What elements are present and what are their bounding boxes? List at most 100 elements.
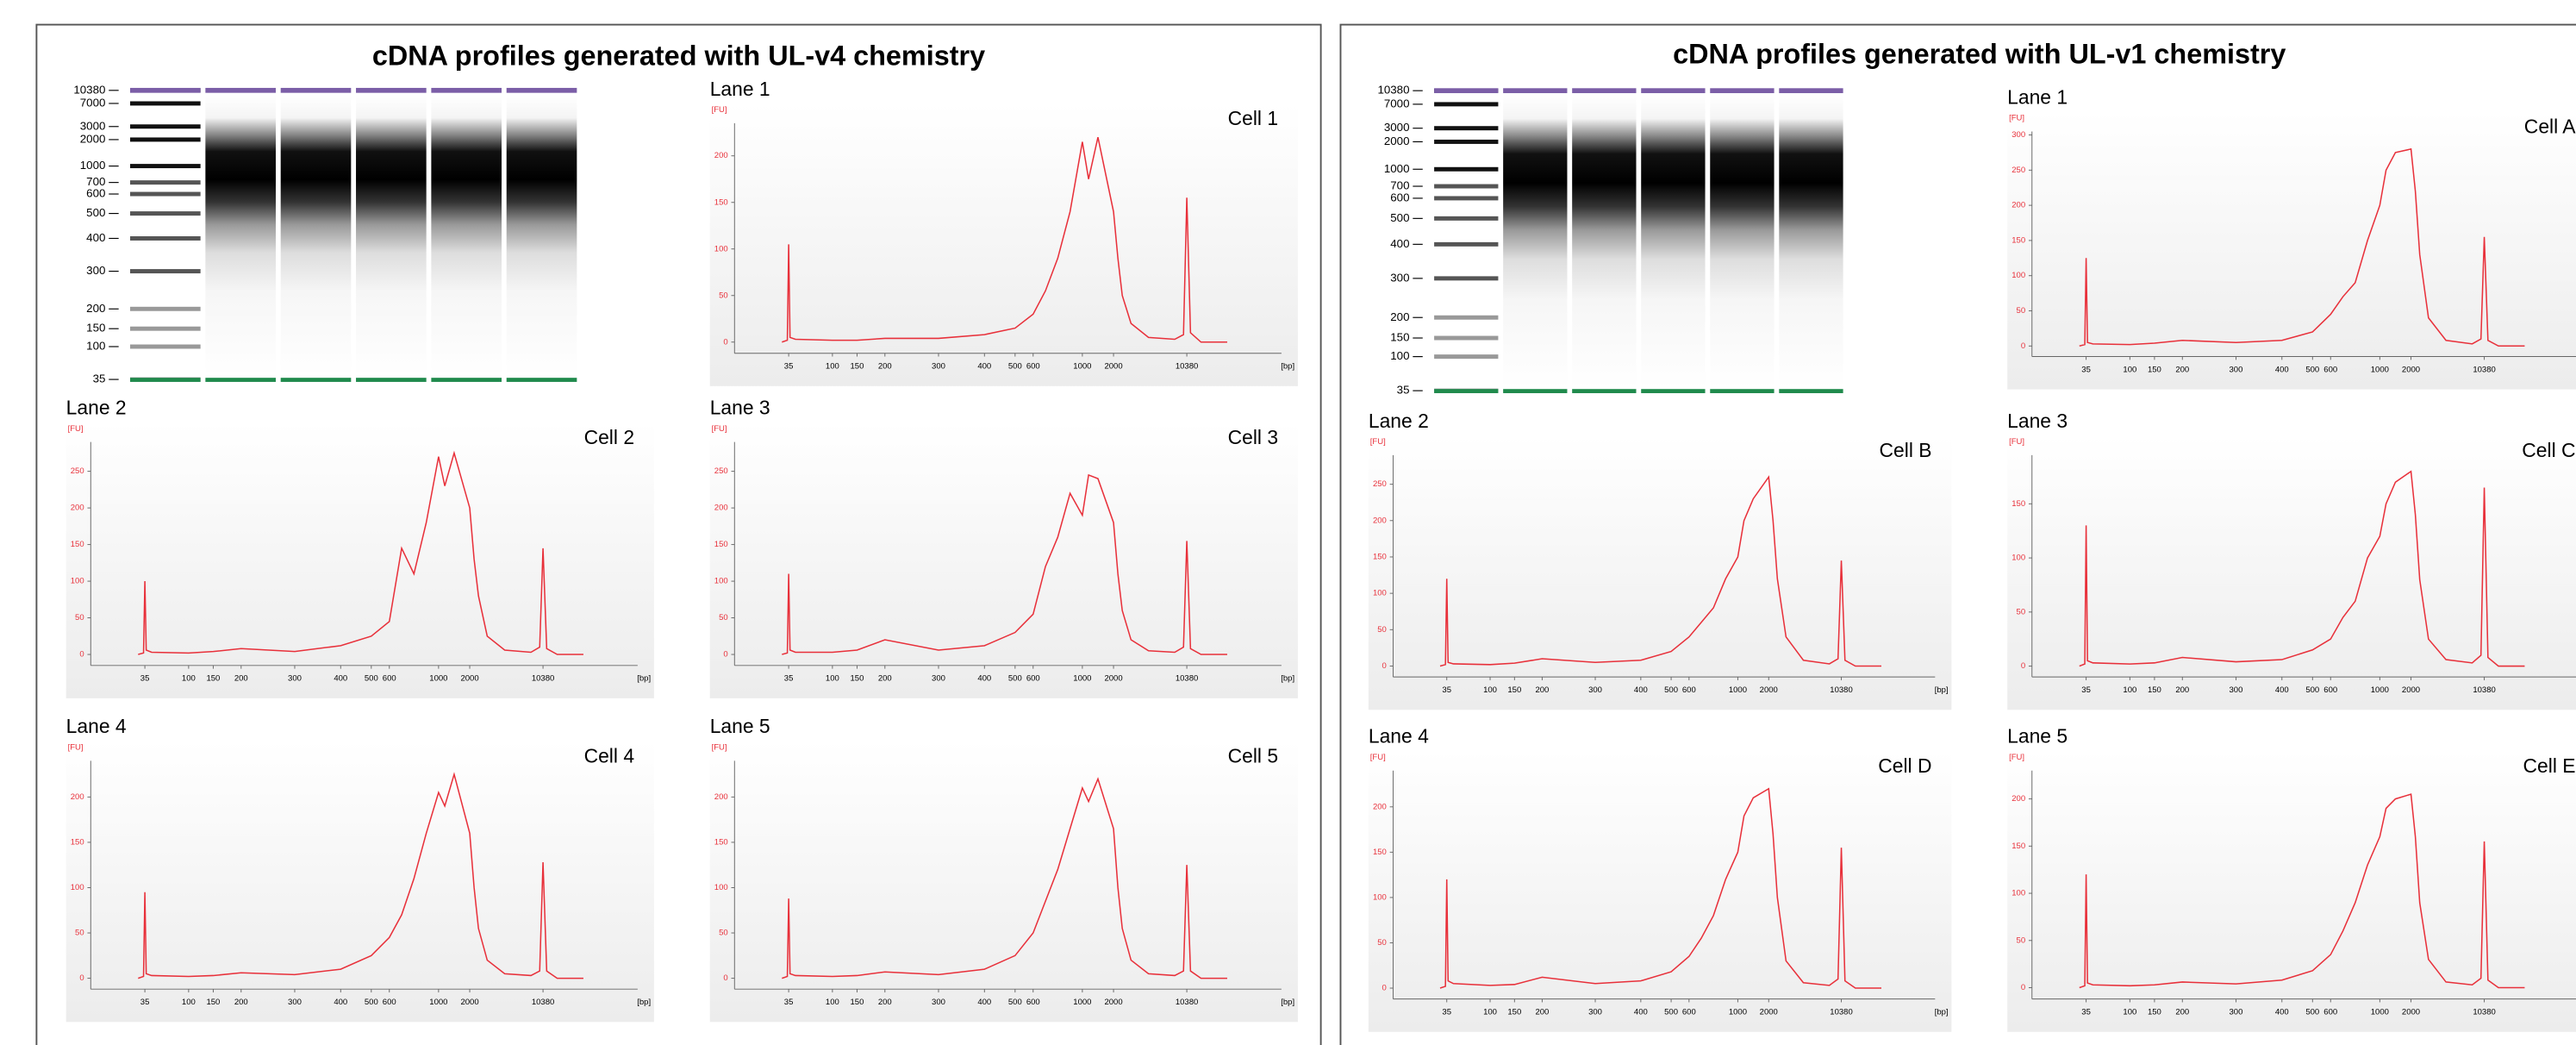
x-tick-label: 200: [1535, 1007, 1549, 1017]
plot-bg: [66, 422, 654, 698]
x-tick-label: 35: [784, 674, 794, 684]
ladder-band: [130, 164, 201, 168]
x-tick-label: 35: [784, 361, 794, 371]
lower-marker: [1503, 389, 1567, 393]
y-tick-label: 100: [71, 883, 84, 892]
ladder-band: [1434, 216, 1498, 221]
plot-bg: [2007, 751, 2576, 1032]
x-tick-label: 10380: [1830, 1007, 1852, 1017]
ladder-label: 300: [1390, 271, 1409, 284]
y-tick-label: 150: [714, 837, 728, 847]
ladder-band: [1434, 126, 1498, 130]
sample-lane: [1572, 96, 1636, 388]
plot-bg: [710, 741, 1298, 1022]
x-tick-label: 300: [932, 674, 945, 684]
y-unit: [FU]: [712, 743, 727, 753]
plot-bg: [1369, 435, 1952, 710]
x-tick-label: 2000: [460, 998, 478, 1007]
x-tick-label: 150: [1507, 1007, 1521, 1017]
y-tick-label: 200: [71, 504, 84, 513]
x-tick-label: 200: [878, 998, 892, 1007]
ladder-label: 2000: [1384, 135, 1410, 147]
lower-marker: [1641, 389, 1705, 393]
x-tick-label: 1000: [2371, 1007, 2389, 1017]
y-unit: [FU]: [2009, 114, 2024, 123]
ladder-label: 100: [86, 340, 105, 353]
x-tick-label: 600: [2323, 685, 2337, 695]
x-unit: [bp]: [1281, 674, 1294, 684]
x-tick-label: 600: [1682, 685, 1696, 695]
x-tick-label: 600: [1682, 1007, 1696, 1017]
cell-label: Cell D: [1878, 754, 1931, 777]
ladder-label: 2000: [80, 132, 106, 145]
lower-marker: [1710, 389, 1774, 393]
ladder-label: 35: [93, 372, 106, 385]
y-tick-label: 100: [714, 244, 728, 253]
y-unit: [FU]: [68, 424, 84, 434]
y-tick-label: 0: [723, 973, 727, 983]
chart-title: Lane 5: [710, 715, 770, 737]
x-tick-label: 2000: [1104, 674, 1122, 684]
x-tick-label: 100: [2123, 365, 2136, 374]
lower-marker: [1572, 389, 1636, 393]
chart-title: Lane 4: [1369, 725, 1429, 748]
x-tick-label: 150: [850, 361, 864, 371]
x-tick-label: 1000: [1073, 674, 1091, 684]
y-tick-label: 50: [719, 613, 728, 623]
x-tick-label: 2000: [2402, 1007, 2420, 1017]
x-tick-label: 200: [234, 998, 248, 1007]
y-tick-label: 150: [714, 197, 728, 207]
y-unit: [FU]: [2009, 437, 2024, 447]
lower-marker: [205, 378, 276, 382]
x-tick-label: 400: [1634, 1007, 1648, 1017]
x-tick-label: 150: [850, 998, 864, 1007]
ladder-label: 10380: [73, 83, 105, 96]
y-tick-label: 100: [2012, 554, 2025, 563]
x-tick-label: 300: [2230, 685, 2243, 695]
y-tick-label: 50: [1377, 625, 1387, 635]
cell-label: Cell A: [2524, 116, 2576, 138]
upper-marker: [281, 88, 352, 93]
y-unit: [FU]: [1370, 753, 1386, 762]
x-tick-label: 600: [1026, 998, 1040, 1007]
x-tick-label: 500: [1664, 685, 1678, 695]
x-tick-label: 10380: [532, 998, 554, 1007]
x-tick-label: 500: [1664, 1007, 1678, 1017]
sample-lane: [1710, 96, 1774, 388]
y-tick-label: 100: [71, 577, 84, 586]
ladder-band: [1434, 185, 1498, 189]
x-tick-label: 35: [2081, 365, 2091, 374]
x-tick-label: 100: [182, 998, 196, 1007]
x-tick-label: 2000: [1104, 361, 1122, 371]
ladder-band: [130, 327, 201, 331]
x-tick-label: 150: [2148, 365, 2161, 374]
ladder-label: 3000: [1384, 121, 1410, 134]
lower-marker: [1779, 389, 1843, 393]
ladder-band: [130, 307, 201, 311]
y-tick-label: 0: [1382, 984, 1387, 993]
y-tick-label: 50: [75, 929, 84, 938]
x-tick-label: 400: [977, 998, 991, 1007]
x-tick-label: 500: [365, 998, 378, 1007]
x-tick-label: 10380: [2473, 365, 2495, 374]
lower-marker: [356, 378, 427, 382]
ladder-label: 1000: [80, 159, 106, 172]
x-tick-label: 1000: [2371, 365, 2389, 374]
x-tick-label: 2000: [2402, 685, 2420, 695]
ladder-label: 7000: [1384, 97, 1410, 110]
y-tick-label: 50: [2017, 607, 2026, 616]
x-tick-label: 150: [2148, 1007, 2161, 1017]
x-tick-label: 100: [2123, 685, 2136, 695]
y-tick-label: 100: [714, 577, 728, 586]
upper-marker: [1572, 88, 1636, 93]
x-tick-label: 300: [932, 998, 945, 1007]
y-tick-label: 50: [719, 291, 728, 300]
x-tick-label: 1000: [2371, 685, 2389, 695]
cell-label: Cell B: [1880, 439, 1932, 461]
sample-lane: [1503, 96, 1567, 388]
y-tick-label: 0: [2021, 983, 2025, 992]
y-tick-label: 200: [714, 504, 728, 513]
cell-label: Cell C: [2522, 439, 2575, 461]
y-tick-label: 50: [75, 613, 84, 623]
ladder-label: 700: [1390, 179, 1409, 192]
